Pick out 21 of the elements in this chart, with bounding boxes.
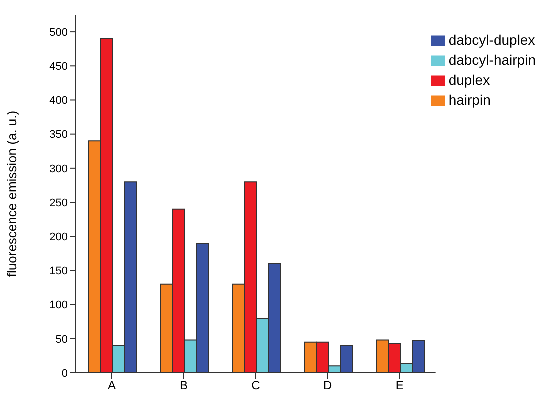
y-tick-label: 250 — [50, 197, 68, 210]
y-tick-label: 400 — [50, 95, 68, 108]
y-tick-label: 50 — [56, 334, 68, 346]
y-tick-label: 150 — [50, 266, 68, 278]
x-tick-label: E — [396, 378, 404, 393]
legend-label: dabcyl-duplex — [448, 32, 536, 48]
y-tick-label: 500 — [50, 26, 68, 39]
y-tick-label: 0 — [62, 368, 68, 380]
y-axis-title: fluorescence emission (a. u.) — [4, 110, 20, 278]
legend-label: duplex — [448, 72, 490, 88]
y-tick-label: 300 — [50, 163, 68, 176]
x-tick-label: D — [324, 378, 333, 393]
x-tick-label: B — [180, 378, 188, 393]
x-tick-label: A — [108, 378, 116, 393]
y-tick-label: 100 — [50, 300, 68, 312]
y-tick-label: 450 — [50, 61, 68, 74]
y-tick-label: 350 — [50, 129, 68, 142]
legend-label: hairpin — [448, 92, 491, 108]
legend-label: dabcyl-hairpin — [448, 52, 536, 68]
x-tick-label: C — [252, 378, 261, 393]
y-tick-label: 200 — [50, 232, 68, 244]
